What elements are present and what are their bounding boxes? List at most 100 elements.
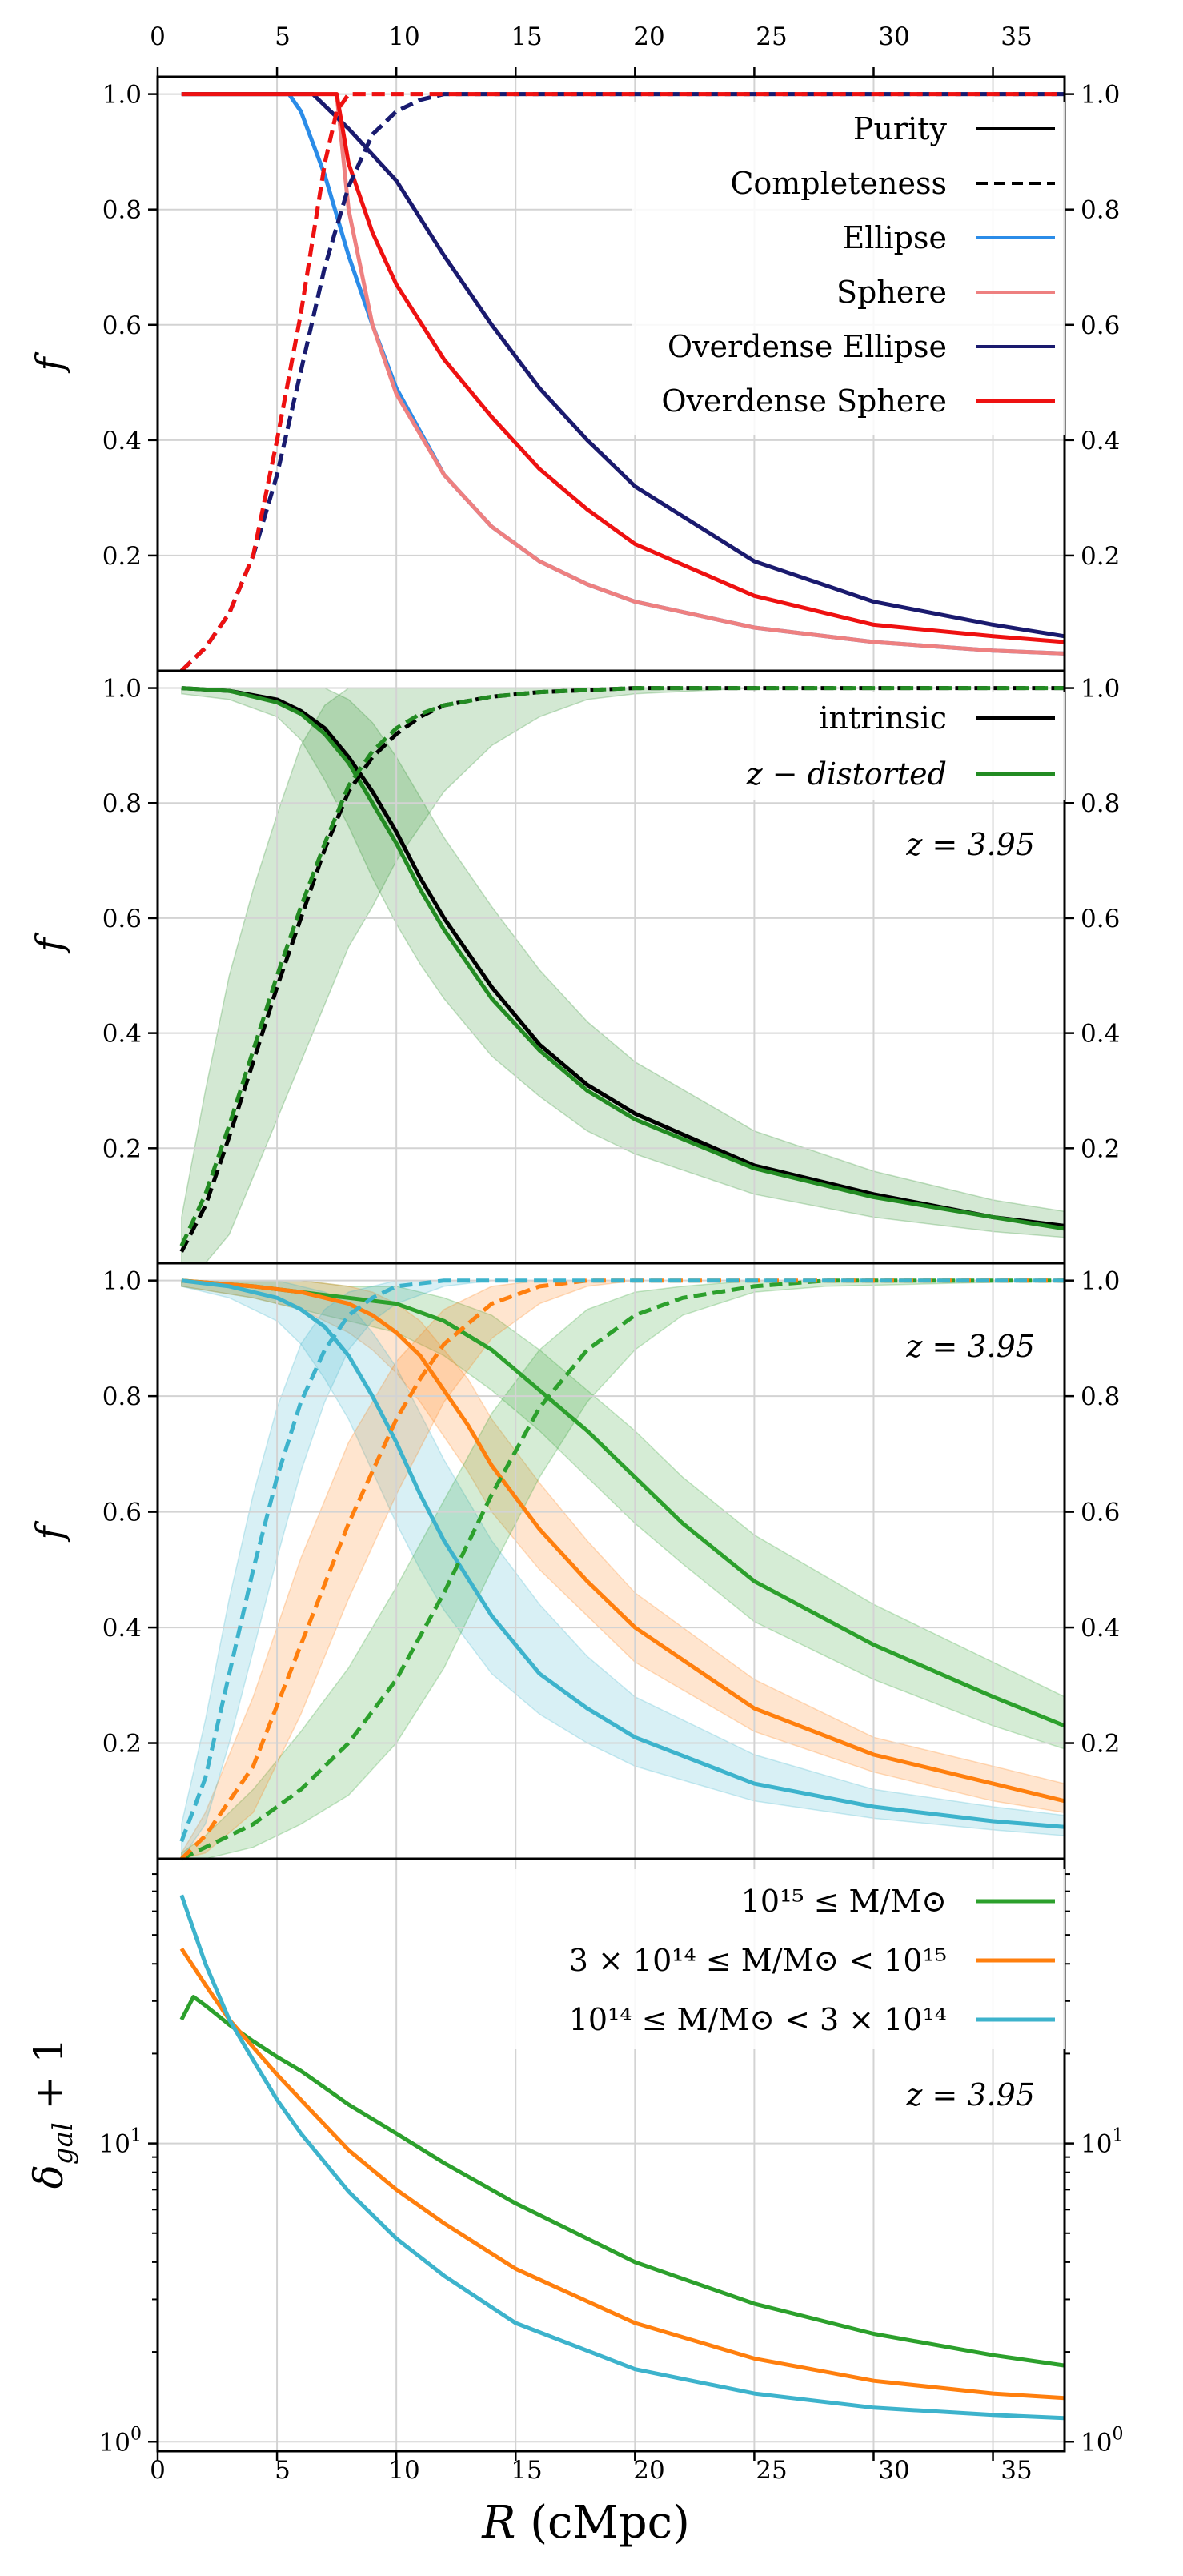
y-tick-label: 101 — [1081, 2126, 1123, 2159]
axis-text: 0.2 0.2 0.4 0.4 0.6 0.6 0.8 0.8 1.0 1.0 0.2 0.2 0.4 0… — [99, 81, 1124, 2458]
y-tick-label: 0.8 — [102, 1382, 142, 1411]
purity-line — [181, 1278, 1065, 1804]
y-tick-label: 0.2 — [102, 1134, 142, 1163]
legend-label-overdense-ellipse: Overdense Ellipse — [668, 329, 947, 364]
legend-label-intrinsic: intrinsic — [819, 700, 947, 736]
completeness-line — [180, 1278, 1065, 1861]
y-tick-label: 100 — [1081, 2424, 1123, 2457]
y-tick-exponent: 1 — [1112, 2126, 1123, 2146]
y-tick-base: 10 — [99, 2130, 130, 2159]
x-axis-label: R (cMpc) — [481, 2497, 690, 2549]
y-tick-label: 0.6 — [1081, 1499, 1120, 1527]
legend-label-completeness: Completeness — [730, 166, 947, 201]
top-x-tick-label: 25 — [756, 22, 787, 51]
top-x-tick-label: 10 — [388, 22, 419, 51]
purity-line — [181, 1278, 1065, 1829]
legend-label-mass-mid: 3 × 10¹⁴ ≤ M/M⊙ < 10¹⁵ — [569, 1943, 947, 1978]
redshift-annotation-panel-2: z = 3.95 — [905, 827, 1035, 862]
legend-box — [632, 102, 1065, 435]
bottom-x-tick-label: 5 — [275, 2456, 291, 2485]
redshift-annotation-panel-4: z = 3.95 — [905, 2077, 1035, 2113]
y-tick-label: 0.6 — [1081, 311, 1120, 340]
x-axis-label-unit: (cMpc) — [530, 2497, 690, 2549]
y-tick-label: 1.0 — [102, 81, 142, 110]
legend-label-mass-low: 10¹⁴ ≤ M/M⊙ < 3 × 10¹⁴ — [569, 2002, 947, 2037]
y-tick-label: 0.2 — [102, 542, 142, 571]
y-tick-label: 0.2 — [1081, 1134, 1120, 1163]
y-tick-label: 0.2 — [102, 1730, 142, 1759]
purity-line — [181, 686, 1065, 1228]
y-tick-label: 0.4 — [1081, 1020, 1120, 1049]
completeness-line — [180, 92, 1065, 672]
y-axis-label-panel-4: δgal + 1 — [26, 2038, 79, 2189]
y-tick-label: 1.0 — [102, 675, 142, 704]
y-tick-label: 0.4 — [102, 427, 142, 455]
y-tick-label: 0.4 — [1081, 1614, 1120, 1643]
y-tick-exponent: 0 — [130, 2424, 142, 2444]
overdensity-line — [179, 1995, 1065, 2368]
confidence-band — [181, 1279, 1065, 1860]
y-tick-base: 10 — [1081, 2130, 1112, 2159]
y-tick-label: 0.2 — [1081, 1730, 1120, 1759]
legend-panel-1: Purity Completeness Ellipse Sphere Overd… — [632, 102, 1065, 435]
legend-label-overdense-sphere: Overdense Sphere — [661, 383, 947, 419]
legend-box — [496, 1869, 1065, 2049]
y-axis-label-sub: gal — [47, 2122, 79, 2165]
top-x-ticks: 0 5 10 15 20 25 30 35 — [150, 22, 1033, 51]
y-tick-label: 0.4 — [102, 1020, 142, 1049]
y-tick-label: 1.0 — [1081, 1267, 1120, 1296]
series-lines — [179, 92, 1065, 2421]
bottom-x-ticks: 0 5 10 15 20 25 30 35 — [150, 2456, 1033, 2485]
y-tick-label: 0.6 — [102, 1499, 142, 1527]
y-tick-base: 10 — [99, 2428, 130, 2457]
completeness-line — [179, 686, 1065, 1253]
legend-label-ellipse: Ellipse — [842, 220, 947, 255]
completeness-line — [179, 686, 1065, 1247]
purity-line — [181, 92, 1065, 656]
y-tick-label: 0.4 — [102, 1614, 142, 1643]
legend-label-sphere: Sphere — [836, 275, 947, 310]
overdensity-line — [179, 1894, 1065, 2421]
bottom-x-tick-label: 35 — [1001, 2456, 1032, 2485]
axes — [148, 67, 1074, 2461]
y-tick-label: 1.0 — [1081, 675, 1120, 704]
redshift-annotation-panel-3: z = 3.95 — [905, 1329, 1035, 1364]
legend-label-purity: Purity — [853, 111, 948, 146]
y-tick-label: 0.4 — [1081, 427, 1120, 455]
y-tick-label: 1.0 — [1081, 81, 1120, 110]
bottom-x-tick-label: 0 — [150, 2456, 166, 2485]
bottom-x-tick-label: 30 — [878, 2456, 909, 2485]
purity-line — [181, 686, 1065, 1231]
legend-label-z-distorted: z − distorted — [746, 756, 947, 792]
top-x-tick-label: 5 — [275, 22, 291, 51]
completeness-line — [180, 92, 1065, 672]
bottom-x-tick-label: 25 — [756, 2456, 787, 2485]
y-axis-label-tail: + 1 — [26, 2038, 72, 2123]
x-axis-label-main: R — [481, 2497, 515, 2549]
y-tick-label: 1.0 — [102, 1267, 142, 1296]
bottom-x-tick-label: 20 — [633, 2456, 664, 2485]
y-tick-label: 0.6 — [102, 311, 142, 340]
y-tick-base: 10 — [1081, 2428, 1112, 2457]
y-tick-exponent: 0 — [1112, 2424, 1123, 2444]
y-tick-label: 0.6 — [102, 905, 142, 933]
panel-frame — [156, 1857, 1066, 2453]
y-tick-label: 0.2 — [1081, 542, 1120, 571]
bottom-x-tick-label: 15 — [511, 2456, 542, 2485]
y-tick-label: 101 — [99, 2126, 142, 2159]
legend-box — [696, 692, 1065, 800]
y-tick-label: 0.8 — [102, 789, 142, 818]
legend-panel-2: intrinsic z − distorted — [696, 692, 1065, 800]
overdensity-line — [179, 1947, 1065, 2401]
top-x-tick-label: 30 — [878, 22, 909, 51]
legend-label-mass-high: 10¹⁵ ≤ M/M⊙ — [741, 1884, 947, 1919]
y-tick-label: 0.6 — [1081, 905, 1120, 933]
y-tick-label: 0.8 — [1081, 196, 1120, 225]
bottom-x-tick-label: 10 — [388, 2456, 419, 2485]
purity-line — [181, 92, 1065, 639]
top-x-tick-label: 15 — [511, 22, 542, 51]
y-tick-label: 100 — [99, 2424, 142, 2457]
y-tick-exponent: 1 — [130, 2126, 142, 2146]
top-x-tick-label: 20 — [633, 22, 664, 51]
